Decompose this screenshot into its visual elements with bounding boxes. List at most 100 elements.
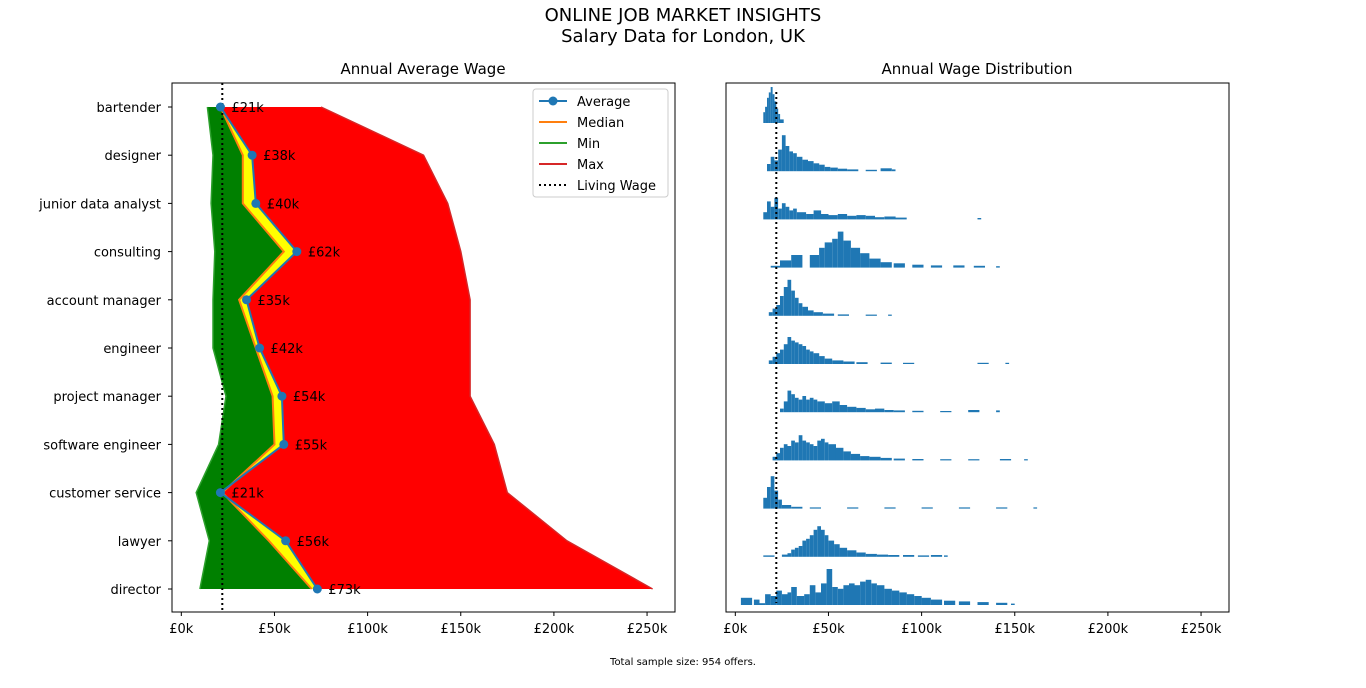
histogram-bar: [826, 569, 833, 605]
histogram-bar: [791, 394, 795, 413]
y-tick-label: director: [111, 583, 162, 598]
histogram-bar: [958, 601, 971, 605]
histogram-bar: [806, 399, 810, 413]
y-tick-label: consulting: [94, 246, 161, 261]
histogram-bar: [768, 312, 773, 316]
x-tick-label: £200k: [534, 622, 575, 637]
histogram-bar: [860, 581, 866, 605]
x-tick-label: £200k: [1088, 622, 1129, 637]
histogram-bar: [789, 210, 793, 220]
histogram-bar: [903, 555, 915, 557]
histogram-bar: [824, 358, 833, 364]
histogram-junior-data-analyst: [763, 197, 982, 220]
histogram-bar: [763, 497, 767, 509]
histogram-bar: [781, 135, 786, 172]
histogram-bar: [798, 435, 803, 461]
histogram-bar: [772, 456, 777, 461]
max-fill-area: [220, 107, 653, 589]
histogram-bar: [899, 592, 907, 605]
histogram-bar: [884, 216, 896, 220]
histogram-bar: [876, 585, 885, 605]
histogram-bar: [770, 265, 780, 268]
histogram-bar: [865, 553, 877, 557]
histogram-bar: [770, 206, 775, 220]
histogram-bar: [768, 92, 771, 123]
x-tick-label: £50k: [812, 622, 845, 637]
histogram-bar: [912, 410, 924, 413]
left-plot-frame: [171, 82, 676, 613]
histogram-bar: [880, 457, 892, 461]
average-point: [242, 295, 252, 305]
histogram-software-engineer: [772, 435, 1028, 461]
average-value-label: £62k: [308, 246, 341, 261]
average-value-label: £42k: [271, 342, 304, 357]
histogram-bar: [973, 265, 985, 268]
histograms: [740, 87, 1038, 605]
legend-label: Median: [577, 116, 624, 131]
histogram-bar: [772, 356, 777, 364]
y-tick-label: engineer: [103, 342, 161, 357]
histogram-bar: [968, 459, 980, 461]
histogram-bar: [780, 349, 784, 364]
histogram-bar: [813, 529, 818, 557]
histogram-bar: [813, 210, 822, 220]
histogram-bar: [791, 255, 803, 268]
histogram-bar: [815, 592, 821, 605]
histogram-bar: [999, 459, 1012, 461]
histogram-bar: [847, 169, 859, 172]
histogram-bar: [781, 594, 788, 605]
histogram-bar: [787, 279, 792, 316]
histogram-bar: [977, 362, 989, 364]
histogram-bar: [802, 159, 808, 172]
histogram-bar: [824, 403, 833, 413]
histogram-bar: [839, 547, 848, 557]
histogram-bar: [776, 590, 782, 605]
histogram-bar: [767, 487, 771, 509]
histogram-bar: [806, 214, 814, 220]
histogram-bar: [875, 408, 885, 413]
legend-marker: [548, 96, 558, 106]
histogram-bar: [871, 583, 877, 605]
histogram-bar: [776, 453, 780, 461]
histogram-bar: [854, 585, 861, 605]
histogram-bar: [977, 218, 982, 220]
histogram-bar: [930, 555, 943, 557]
right-chart-title: Annual Wage Distribution: [881, 60, 1072, 78]
legend-label: Min: [577, 137, 600, 152]
histogram-bar: [843, 451, 851, 461]
histogram-bar: [884, 507, 896, 509]
histogram-consulting: [770, 231, 1000, 268]
histogram-lawyer: [763, 526, 948, 557]
histogram-bar: [821, 529, 825, 557]
legend-label: Living Wage: [577, 179, 656, 194]
y-tick-label: bartender: [97, 101, 162, 116]
histogram-bar: [794, 297, 799, 316]
histogram-bar: [765, 106, 767, 123]
histogram-bar: [780, 260, 792, 268]
histogram-bar: [856, 362, 868, 364]
histogram-bar: [921, 507, 933, 509]
right-plot-frame: [725, 82, 1230, 613]
histogram-bar: [856, 552, 866, 557]
average-point: [292, 247, 302, 257]
histogram-bar: [837, 168, 848, 172]
histogram-bar: [847, 550, 857, 557]
histogram-bar: [794, 442, 799, 461]
histogram-bar: [798, 399, 803, 413]
histogram-bar: [802, 540, 807, 557]
legend-label: Max: [577, 158, 604, 173]
histogram-bar: [888, 314, 892, 316]
histogram-bar: [809, 535, 814, 557]
histogram-bar: [802, 396, 807, 413]
average-value-label: £73k: [328, 583, 361, 598]
histogram-bar: [832, 238, 838, 268]
legend: Average Median Min Max Living Wage: [532, 88, 669, 198]
histogram-bar: [843, 240, 851, 268]
histogram-bar: [824, 166, 831, 172]
x-tick-label: £250k: [627, 622, 668, 637]
histogram-bar: [780, 447, 784, 461]
histogram-bar: [813, 399, 818, 413]
histogram-bar: [837, 214, 848, 220]
histogram-bar: [828, 444, 836, 461]
right-axes: Annual Wage Distribution £0k £50k £100k £15…: [723, 60, 1230, 637]
